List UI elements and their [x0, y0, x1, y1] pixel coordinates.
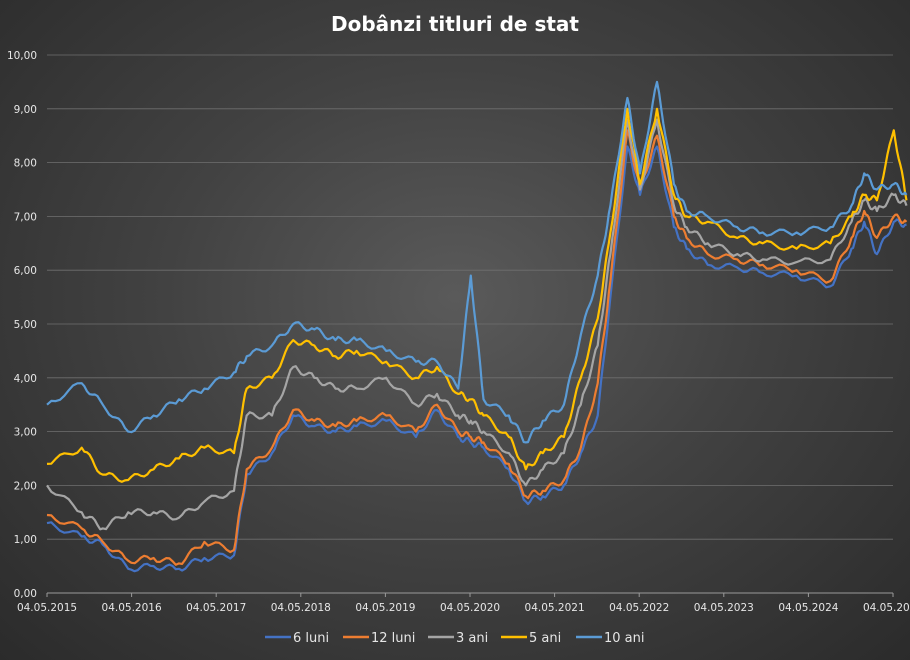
x-tick-label: 04.05.2024 [778, 602, 838, 614]
series-line-5-ani [46, 107, 908, 483]
legend-label: 12 luni [371, 631, 415, 646]
x-axis: 04.05.2015 04.05.2016 04.05.2017 04.05.2018… [17, 592, 910, 614]
y-tick-label: 5,00 [14, 319, 37, 331]
series-line-3-ani [46, 118, 908, 531]
x-tick-label: 04.05.2015 [17, 602, 77, 614]
x-tick-label: 04.05.2018 [271, 602, 331, 614]
legend-label: 5 ani [529, 631, 561, 646]
y-axis: 0,00 1,00 2,00 3,00 4,00 5,00 6,00 7,00 8,00 9,00… [7, 50, 37, 600]
x-tick-label: 04.05.2016 [102, 602, 162, 614]
x-tick-label: 04.05.2019 [355, 602, 415, 614]
y-tick-label: 0,00 [14, 588, 37, 600]
legend: 6 luni 12 luni 3 ani 5 ani 10 ani [265, 631, 645, 646]
legend-label: 10 ani [604, 631, 645, 646]
y-tick-label: 1,00 [14, 534, 37, 546]
x-tick-label: 04.05.2025 [863, 602, 910, 614]
series-lines [46, 80, 908, 573]
y-tick-label: 7,00 [14, 211, 37, 223]
x-tick-label: 04.05.2022 [609, 602, 669, 614]
gridlines [47, 54, 893, 594]
y-tick-label: 6,00 [14, 265, 37, 277]
y-tick-label: 4,00 [14, 373, 37, 385]
legend-label: 6 luni [293, 631, 329, 646]
legend-label: 3 ani [456, 631, 488, 646]
series-line-12-luni [46, 129, 908, 566]
series-line-6-luni [46, 145, 907, 573]
chart-title: Dobânzi titluri de stat [331, 12, 579, 36]
y-tick-label: 10,00 [7, 50, 37, 62]
x-tick-label: 04.05.2020 [440, 602, 500, 614]
y-tick-label: 2,00 [14, 480, 37, 492]
x-tick-label: 04.05.2017 [186, 602, 246, 614]
x-tick-label: 04.05.2023 [694, 602, 754, 614]
y-tick-label: 3,00 [14, 427, 37, 439]
series-line-10-ani [46, 80, 908, 444]
y-tick-label: 9,00 [14, 104, 37, 116]
y-tick-label: 8,00 [14, 158, 37, 170]
x-tick-label: 04.05.2021 [525, 602, 585, 614]
